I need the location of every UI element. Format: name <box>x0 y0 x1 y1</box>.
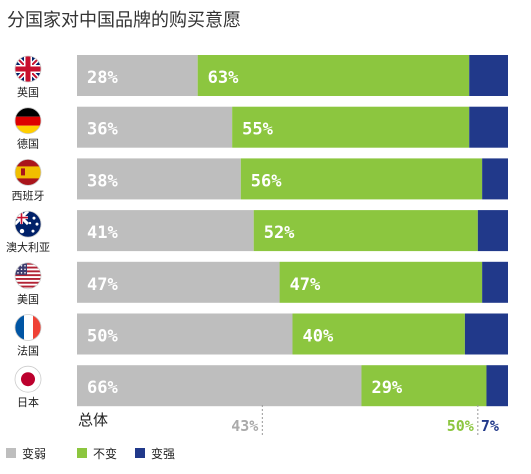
bar-row: 41% 52% <box>77 210 508 252</box>
uk-flag-icon <box>14 55 42 83</box>
bar-segment-unchanged <box>292 313 465 355</box>
bar-segment-weaker <box>77 158 241 200</box>
legend-label: 变弱 <box>22 446 46 461</box>
legend-swatch <box>77 448 87 458</box>
bar-value-label: 41% <box>87 223 118 243</box>
bar-segment-weaker <box>77 210 254 252</box>
bar-segment-weaker <box>77 106 233 148</box>
country-label: 德国 <box>17 137 39 151</box>
bar-segment-unchanged <box>361 365 487 407</box>
country-label: 美国 <box>17 293 39 306</box>
legend-item: 变强 <box>135 446 175 461</box>
bar-segment-stronger <box>482 158 508 200</box>
bar-row: 66% 29% <box>77 365 508 407</box>
legend-swatch <box>6 448 16 458</box>
bar-row: 50% 40% <box>77 313 508 355</box>
bar-value-label: 55% <box>242 120 273 140</box>
bar-segment-unchanged <box>197 55 470 96</box>
bar-value-label: 56% <box>251 171 282 191</box>
legend-label: 变强 <box>151 446 175 461</box>
bar-value-label: 63% <box>208 68 239 88</box>
legend-label: 不变 <box>93 446 117 461</box>
chart-title: 分国家对中国品牌的购买意愿 <box>7 10 241 31</box>
bar-segment-weaker <box>77 365 362 407</box>
bar-value-label: 36% <box>87 120 118 140</box>
bar-segment-stronger <box>477 210 508 252</box>
bar-row: 38% 56% <box>77 158 508 200</box>
japan-flag-icon <box>14 365 42 393</box>
bar-segment-stronger <box>469 106 508 148</box>
bar-segment-stronger <box>486 365 508 407</box>
total-label: 总体 <box>78 411 108 429</box>
bar-value-label: 40% <box>303 327 334 347</box>
total-value-stronger: 7% <box>481 417 499 435</box>
country-label: 西班牙 <box>12 189 45 202</box>
bar-value-label: 29% <box>371 378 402 398</box>
total-value-unchanged: 50% <box>447 417 474 435</box>
bar-value-label: 28% <box>87 68 118 88</box>
bar-segment-stronger <box>482 261 508 303</box>
legend-item: 不变 <box>77 446 117 461</box>
bar-segment-unchanged <box>232 106 470 148</box>
bar-row: 47% 47% <box>77 261 508 303</box>
bar-segment-stronger <box>464 313 508 355</box>
country-label: 法国 <box>17 344 39 358</box>
bar-row: 36% 55% <box>77 106 508 148</box>
germany-flag-icon <box>14 107 42 135</box>
bar-value-label: 50% <box>87 327 118 347</box>
bar-row: 28% 63% <box>77 55 508 96</box>
legend-item: 变弱 <box>6 446 46 461</box>
bar-segment-unchanged <box>240 158 483 200</box>
australia-flag-icon <box>14 210 42 238</box>
country-label: 澳大利亚 <box>6 240 50 254</box>
bar-value-label: 47% <box>290 275 321 295</box>
country-label: 英国 <box>17 85 39 99</box>
spain-flag-icon <box>14 158 42 186</box>
bar-segment-unchanged <box>279 261 483 303</box>
bar-segment-stronger <box>469 55 508 96</box>
bar-value-label: 52% <box>264 223 295 243</box>
total-value-weaker: 43% <box>231 417 258 435</box>
bar-segment-unchanged <box>253 210 478 252</box>
legend-swatch <box>135 448 145 458</box>
bar-value-label: 66% <box>87 378 118 398</box>
bar-segment-weaker <box>77 261 280 303</box>
country-label: 日本 <box>17 395 39 409</box>
bar-value-label: 38% <box>87 171 118 191</box>
france-flag-icon <box>14 314 42 341</box>
bar-segment-weaker <box>77 313 293 355</box>
bar-value-label: 47% <box>87 275 118 295</box>
bar-segment-weaker <box>77 55 198 96</box>
usa-flag-icon <box>14 262 42 290</box>
